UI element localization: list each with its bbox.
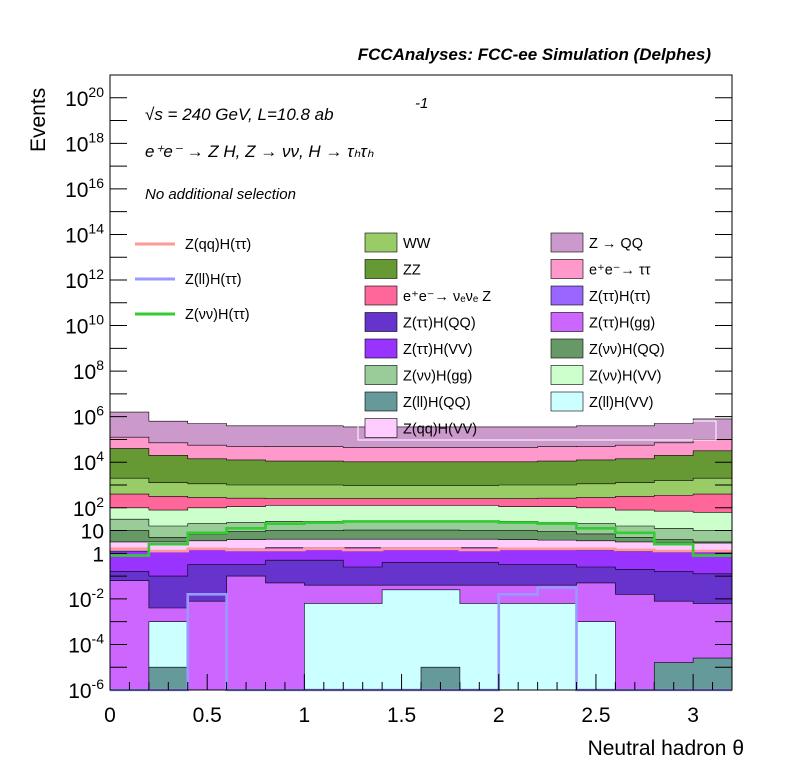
legend-fill-label: e⁺e⁻→ ττ	[589, 263, 651, 279]
legend-line-label: Z(ll)H(ττ)	[185, 272, 242, 288]
x-tick-labels: 0 0.5 1 1.5 2 2.5 3	[104, 704, 699, 727]
legend-fill-swatch	[550, 232, 584, 253]
annotation: √s = 240 GeV, L=10.8 ab -1 e⁺e⁻ → Z H, Z…	[145, 95, 428, 203]
legend-fill-swatch	[550, 312, 584, 332]
y-tick-label: 1012	[65, 266, 104, 293]
x-tick-label: 2.5	[581, 704, 610, 727]
y-tick-label: 1010	[65, 312, 104, 339]
legend-fill-swatch	[550, 285, 584, 306]
x-tick-label: 0	[104, 704, 116, 727]
process-text: e⁺e⁻ → Z H, Z → νν, H → τₕτₕ	[145, 142, 374, 161]
y-tick-label: 10-2	[68, 585, 104, 612]
legend-fill-label: Z(ττ)H(ττ)	[589, 289, 651, 305]
legend-fill-swatch	[550, 365, 584, 385]
legend-fill-label: ZZ	[403, 263, 421, 279]
y-tick-label: 1018	[65, 129, 104, 156]
legend-fill-swatch	[364, 365, 398, 385]
legend-fill-label: Z(ll)H(VV)	[589, 395, 653, 411]
legend-fill-swatch	[550, 338, 584, 359]
lumi-exponent: -1	[415, 95, 428, 112]
y-tick-label: 1020	[65, 84, 104, 111]
y-tick-labels: 110 10-6 10-4 10-2 102 104 106 108 1010 1012 1014 1…	[65, 84, 104, 703]
legend-fill-label: Z(ττ)H(gg)	[589, 316, 655, 332]
y-tick-label: 1016	[65, 175, 104, 202]
line-z-h	[110, 520, 732, 557]
energy-lumi-text: √s = 240 GeV, L=10.8 ab	[145, 105, 334, 124]
legend-fill-swatch	[364, 285, 398, 306]
legend-frame	[357, 420, 717, 441]
y-tick-label: 1	[92, 543, 104, 566]
y-tick-label: 104	[73, 448, 104, 475]
x-axis-label: Neutral hadron θ	[588, 737, 744, 760]
x-tick-label: 1.5	[387, 704, 416, 727]
y-tick-label: 10-4	[68, 630, 104, 657]
legend-line-label: Z(νν)H(ττ)	[185, 307, 250, 323]
legend-fill-swatch	[364, 259, 398, 279]
legend-fill-label: Z(νν)H(gg)	[403, 369, 472, 385]
x-tick-label: 1	[299, 704, 311, 727]
x-tick-label: 3	[687, 704, 699, 727]
y-tick-label: 1014	[65, 220, 104, 247]
legend-fill-label: Z(ττ)H(QQ)	[403, 316, 476, 332]
legend-fill-label: Z(qq)H(VV)	[403, 422, 477, 438]
legend-fill-label: Z → QQ	[589, 236, 643, 252]
line-z-qq-h	[110, 547, 732, 553]
x-tick-label: 0.5	[193, 704, 222, 727]
legend-fill-swatch	[364, 418, 398, 438]
y-tick-label: 108	[73, 357, 104, 384]
y-tick-label: 10	[81, 521, 104, 544]
legend-fill-swatch	[364, 232, 398, 253]
axis-ticks	[109, 74, 733, 691]
legend-fill-label: Z(ττ)H(VV)	[403, 342, 472, 358]
legend-fill-swatch	[364, 312, 398, 332]
legend-fill-swatch	[550, 259, 584, 279]
legend-fill-label: e⁺e⁻→ νₑνₑ Z	[403, 289, 491, 305]
x-tick-label: 2	[493, 704, 505, 727]
y-tick-label: 10-6	[68, 676, 104, 703]
legend-fill-label: Z(ll)H(QQ)	[403, 395, 471, 411]
legend-fill-label: Z(νν)H(QQ)	[589, 342, 665, 358]
legend-fill-swatch	[364, 391, 398, 412]
chart-title: FCCAnalyses: FCC-ee Simulation (Delphes)	[358, 45, 712, 64]
selection-text: No additional selection	[145, 186, 296, 203]
legend-fill-label: Z(νν)H(VV)	[589, 369, 662, 385]
legend-line-label: Z(qq)H(ττ)	[185, 237, 251, 253]
y-tick-label: 106	[73, 403, 104, 430]
legend-fill-swatch	[364, 338, 398, 359]
legend-fill-label: WW	[403, 236, 431, 252]
y-axis-label: Events	[27, 88, 50, 152]
legend-fill-swatch	[550, 391, 584, 412]
y-tick-label: 102	[73, 494, 104, 521]
legend: Z(qq)H(ττ) Z(ll)H(ττ) Z(νν)H(ττ) WW Z → QQ ZZ…	[135, 232, 665, 438]
